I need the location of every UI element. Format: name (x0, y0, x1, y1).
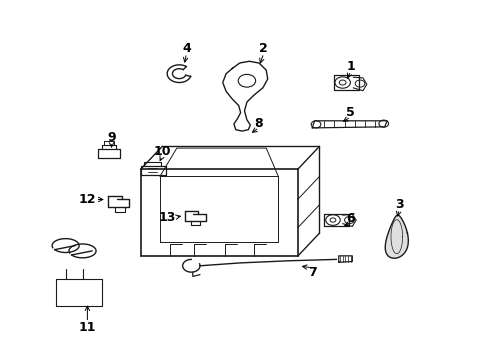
Text: 2: 2 (259, 42, 267, 55)
Text: 3: 3 (394, 198, 403, 211)
Text: 11: 11 (79, 321, 96, 334)
Text: 5: 5 (346, 106, 354, 119)
Text: 4: 4 (182, 42, 190, 55)
Text: 9: 9 (107, 131, 116, 144)
Text: 1: 1 (346, 60, 354, 73)
Text: 12: 12 (79, 193, 96, 206)
Text: 13: 13 (158, 211, 176, 224)
Text: 6: 6 (346, 212, 354, 225)
Text: 10: 10 (153, 145, 171, 158)
Polygon shape (385, 215, 407, 258)
Text: 7: 7 (307, 266, 316, 279)
Text: 8: 8 (254, 117, 263, 130)
